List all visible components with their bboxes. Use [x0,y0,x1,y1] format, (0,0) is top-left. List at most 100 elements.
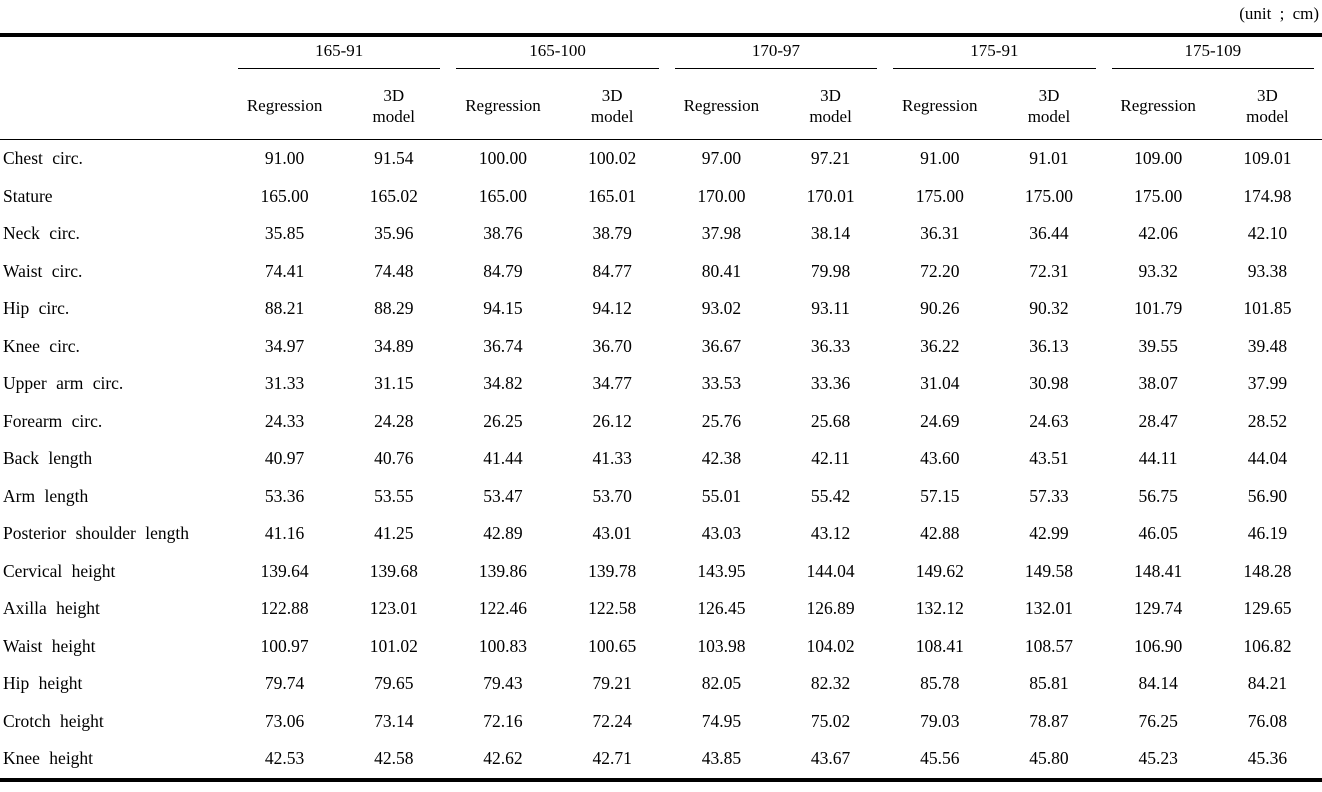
model-3d-column-header: 3D model [775,73,886,140]
measurement-value-cell: 93.38 [1247,260,1288,281]
measurement-value-cell: 101.85 [1243,298,1292,319]
measurement-value-cell: 37.98 [701,223,742,244]
measurement-value-cell: 42.88 [920,523,960,544]
measurement-value-cell: 139.86 [478,560,528,581]
measurement-value-cell: 34.89 [374,335,414,356]
regression-column-header: Regression [1103,73,1213,140]
measurement-value-cell: 25.76 [701,410,742,431]
corner-cell [0,35,230,73]
measurement-value-cell: 42.58 [374,748,414,769]
measurement-value-cell: 148.28 [1243,560,1292,581]
measurement-value-cell: 93.11 [811,298,850,319]
measurement-value-cell: 91.00 [920,148,960,169]
measurement-value-cell: 44.04 [1247,448,1288,469]
measurement-value-cell: 45.80 [1029,748,1069,769]
measurement-value-cell: 43.60 [920,448,960,469]
measurement-value-cell: 80.41 [701,260,742,281]
model-3d-header-line2: model [590,107,634,126]
measurement-value-cell: 144.04 [806,560,855,581]
measurement-value-cell: 57.33 [1029,485,1069,506]
measurement-value-cell: 84.21 [1247,673,1288,694]
measurement-value-cell: 76.08 [1247,710,1288,731]
model-3d-column-header: 3D model [1212,73,1322,140]
measurement-value-cell: 56.75 [1138,485,1178,506]
measurement-value-cell: 100.00 [478,148,528,169]
size-group-header: 165-91 [230,35,448,73]
measurement-value-cell: 76.25 [1138,710,1178,731]
measurement-value-cell: 84.77 [592,260,632,281]
size-group-label: 175-91 [893,41,1096,69]
table-row: Hip height 79.74 79.65 79.43 79.21 82.05 82.32… [0,665,1322,703]
measurement-value-cell: 129.65 [1243,598,1292,619]
model-3d-header-line2: model [372,107,416,126]
measurement-value-cell: 108.57 [1024,635,1074,656]
measurement-value-cell: 43.67 [810,748,851,769]
measurement-value-cell: 74.41 [264,260,305,281]
measurement-value-cell: 72.31 [1029,260,1069,281]
table-row: Crotch height 73.06 73.14 72.16 72.24 74.95 75… [0,703,1322,741]
measurement-value-cell: 35.85 [264,223,305,244]
measurement-value-cell: 132.12 [915,598,964,619]
measurement-value-cell: 42.53 [264,748,305,769]
measurement-value-cell: 100.83 [478,635,528,656]
measurement-value-cell: 170.01 [806,185,855,206]
size-group-label: 165-100 [456,41,659,69]
measurement-value-cell: 38.79 [592,223,632,244]
size-group-label: 175-109 [1111,41,1314,69]
size-group-header: 165-100 [448,35,666,73]
table-row: Knee circ. 34.97 34.89 36.74 36.70 36.67 36.33… [0,328,1322,366]
model-3d-header-line2: model [809,107,852,126]
measurement-value-cell: 149.62 [915,560,964,581]
table-row: Forearm circ. 24.33 24.28 26.25 26.12 25.76 25… [0,403,1322,441]
table-row: Stature 165.00 165.02 165.00 165.01 170.00 170… [0,178,1322,216]
measurement-row-label: Hip height [3,673,83,694]
measurement-value-cell: 31.04 [920,373,960,394]
table-row: Axilla height 122.88 123.01 122.46 122.58 126… [0,590,1322,628]
measurement-value-cell: 75.02 [810,710,851,731]
measurement-value-cell: 45.36 [1247,748,1288,769]
model-3d-header-line1: 3D [1038,85,1060,105]
measurement-value-cell: 175.00 [1024,185,1074,206]
measurement-value-cell: 36.22 [920,335,960,356]
measurement-value-cell: 109.00 [1134,148,1183,169]
table-row: Posterior shoulder length 41.16 41.25 42.89… [0,515,1322,553]
measurement-value-cell: 91.00 [264,148,305,169]
measurement-value-cell: 94.12 [592,298,632,319]
measurement-value-cell: 45.23 [1138,748,1178,769]
measurement-value-cell: 139.64 [260,560,309,581]
model-3d-header-line1: 3D [601,85,623,105]
measurement-value-cell: 24.28 [374,410,414,431]
measurement-value-cell: 33.53 [701,373,742,394]
measurement-row-label: Cervical height [3,560,116,581]
measurement-value-cell: 101.02 [369,635,418,656]
measurement-value-cell: 42.38 [701,448,742,469]
size-group-header: 175-91 [885,35,1103,73]
measurement-row-label: Chest circ. [3,148,83,169]
measurement-comparison-table: 165-91 165-100 170-97 175-91 175-109 Regress… [0,33,1322,782]
measurement-value-cell: 44.11 [1138,448,1178,469]
measurement-value-cell: 122.88 [260,598,309,619]
measurement-value-cell: 41.33 [592,448,632,469]
table-row: Hip circ. 88.21 88.29 94.15 94.12 93.02 93.11 9… [0,290,1322,328]
measurement-row-label: Hip circ. [3,298,70,319]
measurement-value-cell: 82.05 [701,673,742,694]
model-3d-column-header: 3D model [994,73,1104,140]
table-row: Chest circ. 91.00 91.54 100.00 100.02 97.00 97… [0,140,1322,178]
measurement-value-cell: 97.21 [810,148,851,169]
regression-column-header: Regression [230,73,340,140]
measurement-value-cell: 78.87 [1029,710,1069,731]
measurement-value-cell: 106.82 [1243,635,1292,656]
regression-column-header: Regression [448,73,558,140]
measurement-value-cell: 104.02 [806,635,855,656]
measurement-value-cell: 41.44 [483,448,523,469]
measurement-value-cell: 165.01 [588,185,637,206]
measurement-value-cell: 100.65 [588,635,637,656]
measurement-value-cell: 36.70 [592,335,632,356]
measurement-value-cell: 42.62 [483,748,523,769]
regression-column-header: Regression [666,73,776,140]
measurement-value-cell: 109.01 [1243,148,1292,169]
measurement-value-cell: 46.19 [1247,523,1288,544]
measurement-value-cell: 24.63 [1029,410,1069,431]
size-group-header: 170-97 [667,35,885,73]
measurement-value-cell: 25.68 [810,410,851,431]
